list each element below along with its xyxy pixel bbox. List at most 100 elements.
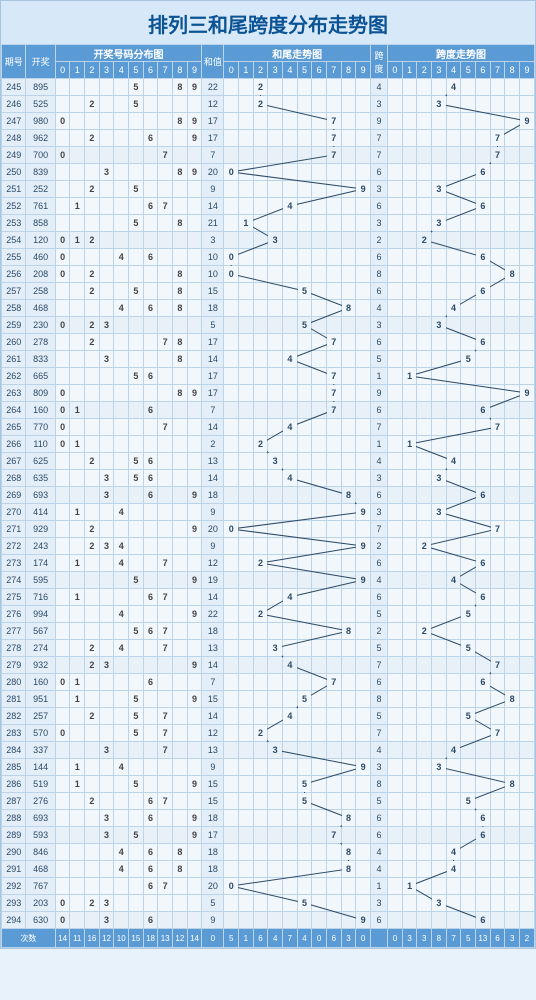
cell-tail (341, 317, 356, 334)
cell-tail (268, 504, 283, 521)
cell-tail (341, 334, 356, 351)
footer-cell: 14 (55, 929, 70, 948)
cell-dist (173, 368, 188, 385)
cell-dist (143, 742, 158, 759)
cell-spantrend (446, 113, 461, 130)
cell-spantrend (490, 572, 505, 589)
cell-spantrend (432, 402, 447, 419)
cell-tail (239, 300, 254, 317)
cell-dist: 9 (187, 521, 202, 538)
cell-spantrend (417, 555, 432, 572)
cell-dist (99, 130, 114, 147)
cell-sum: 14 (202, 589, 224, 606)
cell-sum: 21 (202, 215, 224, 232)
cell-spantrend (520, 742, 535, 759)
cell-tail (326, 895, 341, 912)
cell-spantrend (461, 249, 476, 266)
cell-tail (341, 725, 356, 742)
cell-draw: 252 (26, 181, 55, 198)
cell-tail (356, 249, 371, 266)
cell-tail (312, 861, 327, 878)
hdr-digit: 1 (402, 62, 417, 79)
cell-dist: 5 (129, 708, 144, 725)
cell-dist: 0 (55, 232, 70, 249)
cell-dist (70, 521, 85, 538)
cell-spantrend: 6 (476, 249, 491, 266)
cell-span: 3 (371, 504, 388, 521)
cell-tail (224, 640, 239, 657)
cell-tail (239, 742, 254, 759)
cell-tail (356, 844, 371, 861)
cell-tail (312, 249, 327, 266)
cell-tail (341, 79, 356, 96)
cell-dist (55, 79, 70, 96)
cell-tail (224, 385, 239, 402)
cell-tail (239, 844, 254, 861)
cell-dist (129, 351, 144, 368)
table-head: 期号 开奖 开奖号码分布图 和值 和尾走势图 跨度 跨度走势图 01234567… (2, 45, 535, 79)
cell-spantrend (490, 266, 505, 283)
cell-draw: 929 (26, 521, 55, 538)
cell-tail (297, 504, 312, 521)
cell-spantrend (446, 725, 461, 742)
table-row: 2745955919944 (2, 572, 535, 589)
cell-spantrend: 1 (402, 436, 417, 453)
cell-dist: 4 (114, 606, 129, 623)
cell-sum: 10 (202, 266, 224, 283)
cell-dist (70, 827, 85, 844)
cell-tail (356, 368, 371, 385)
cell-spantrend (446, 147, 461, 164)
cell-spantrend: 5 (461, 351, 476, 368)
cell-tail (283, 334, 298, 351)
cell-spantrend (476, 759, 491, 776)
cell-span: 3 (371, 181, 388, 198)
cell-dist (173, 470, 188, 487)
cell-issue: 250 (2, 164, 26, 181)
cell-spantrend (388, 555, 403, 572)
cell-dist (158, 283, 173, 300)
cell-dist: 7 (158, 589, 173, 606)
cell-tail: 7 (326, 113, 341, 130)
cell-dist (70, 453, 85, 470)
cell-tail (224, 198, 239, 215)
cell-dist (187, 589, 202, 606)
cell-tail (268, 708, 283, 725)
hdr-draw: 开奖 (26, 45, 55, 79)
cell-dist (114, 793, 129, 810)
cell-spantrend: 8 (505, 691, 520, 708)
cell-tail (239, 504, 254, 521)
cell-spantrend (520, 249, 535, 266)
cell-tail (268, 623, 283, 640)
cell-tail (341, 436, 356, 453)
cell-tail (268, 300, 283, 317)
cell-spantrend (417, 759, 432, 776)
cell-dist: 8 (173, 79, 188, 96)
cell-dist: 6 (143, 844, 158, 861)
cell-dist (114, 164, 129, 181)
cell-dist: 8 (173, 283, 188, 300)
cell-tail (312, 453, 327, 470)
cell-spantrend (388, 130, 403, 147)
cell-dist: 6 (143, 793, 158, 810)
cell-spantrend (476, 470, 491, 487)
cell-spantrend (417, 606, 432, 623)
cell-dist (129, 878, 144, 895)
cell-dist: 9 (187, 776, 202, 793)
cell-dist (85, 215, 100, 232)
cell-tail (239, 453, 254, 470)
cell-span: 4 (371, 844, 388, 861)
cell-tail (312, 470, 327, 487)
cell-tail (341, 827, 356, 844)
cell-dist (173, 555, 188, 572)
cell-spantrend (520, 878, 535, 895)
cell-dist (173, 249, 188, 266)
cell-spantrend (461, 419, 476, 436)
cell-dist (187, 708, 202, 725)
cell-tail (253, 232, 268, 249)
table-row: 2538585821133 (2, 215, 535, 232)
cell-tail (283, 538, 298, 555)
cell-spantrend (476, 79, 491, 96)
cell-tail: 3 (268, 640, 283, 657)
table-row: 28225725714455 (2, 708, 535, 725)
cell-tail (297, 334, 312, 351)
